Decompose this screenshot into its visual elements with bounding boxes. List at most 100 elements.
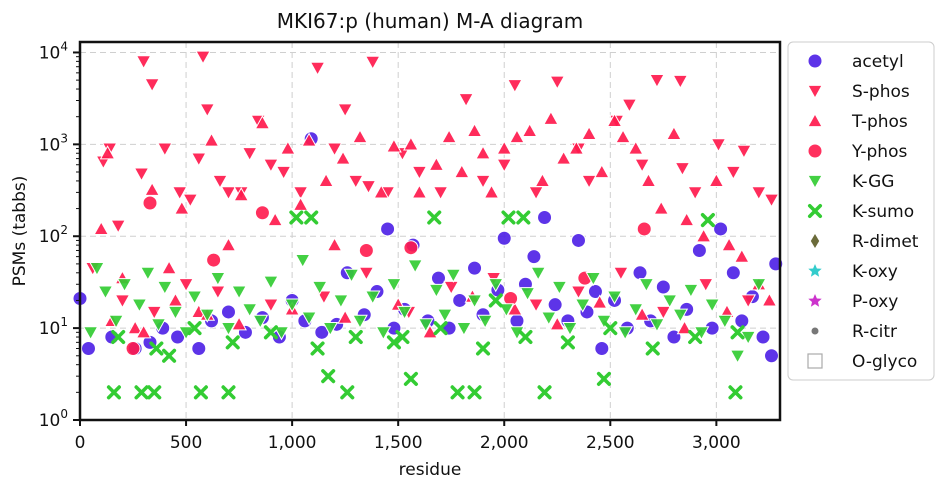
point-K-sumo [645, 341, 660, 356]
point-acetyl [509, 313, 525, 329]
legend-label-K-sumo: K-sumo [852, 202, 914, 222]
point-S-phos [570, 285, 587, 300]
point-S-phos [190, 152, 207, 167]
point-S-phos [506, 79, 523, 94]
point-T-phos [640, 172, 657, 188]
point-K-GG [220, 322, 237, 337]
point-K-sumo [475, 341, 491, 356]
point-K-GG [89, 261, 105, 277]
legend-label-R-citr: R-citr [852, 322, 897, 342]
point-S-phos [178, 278, 194, 293]
point-acetyl [725, 265, 741, 281]
point-K-sumo [501, 210, 516, 225]
point-K-sumo [518, 329, 533, 345]
x-tick-label: 2,500 [586, 433, 635, 453]
point-S-phos [736, 144, 752, 159]
point-S-phos [135, 55, 152, 70]
x-tick-label: 3,000 [692, 433, 741, 453]
legend-label-P-oxy: P-oxy [852, 292, 898, 312]
point-acetyl [755, 329, 771, 345]
point-K-GG [131, 298, 148, 313]
plot-frame [78, 40, 782, 422]
point-K-GG [436, 308, 453, 323]
point-K-sumo [395, 329, 410, 345]
point-T-phos [203, 132, 220, 147]
point-K-GG [466, 294, 483, 309]
point-S-phos [411, 165, 428, 181]
point-T-phos [695, 228, 712, 243]
point-K-GG [729, 349, 746, 364]
point-T-phos [292, 196, 309, 211]
point-Y-phos [358, 242, 374, 258]
point-K-GG [375, 326, 392, 341]
point-T-phos [335, 150, 351, 165]
point-K-sumo [162, 348, 177, 363]
point-K-sumo [603, 321, 618, 336]
point-K-sumo [304, 210, 319, 225]
point-acetyl [430, 270, 446, 286]
point-S-phos [263, 298, 279, 313]
point-T-phos [220, 237, 237, 252]
point-T-phos [422, 324, 438, 339]
point-K-sumo [348, 329, 363, 345]
point-T-phos [581, 125, 597, 140]
y-axis-ticks: 100 101 102 103 104 [39, 39, 80, 431]
point-K-GG [638, 278, 655, 293]
point-S-phos [326, 142, 343, 157]
legend-label-acetyl: acetyl [852, 52, 904, 72]
point-K-GG [740, 330, 757, 346]
point-K-GG [284, 298, 300, 313]
legend-label-R-dimet: R-dimet [852, 232, 919, 252]
point-T-phos [549, 316, 566, 331]
point-K-GG [186, 290, 203, 305]
point-K-sumo [221, 385, 236, 400]
point-K-sumo [560, 335, 575, 350]
point-K-sumo [147, 385, 162, 400]
point-K-GG [294, 253, 311, 269]
point-T-phos [301, 132, 317, 147]
point-S-phos [364, 55, 381, 70]
point-K-sumo [728, 385, 743, 400]
x-tick-label: 0 [75, 433, 86, 453]
point-S-phos [710, 138, 727, 153]
point-T-phos [352, 129, 368, 144]
point-S-phos [496, 158, 513, 173]
point-T-phos [453, 163, 470, 179]
point-acetyl [691, 242, 707, 258]
point-T-phos [466, 122, 483, 138]
point-K-sumo [134, 385, 149, 400]
legend-label-K-oxy: K-oxy [852, 262, 898, 282]
point-K-GG [352, 314, 368, 329]
point-T-phos [231, 316, 247, 331]
legend-marker-S-phos [807, 84, 823, 100]
point-T-phos [373, 184, 390, 199]
point-T-phos [173, 200, 190, 215]
point-S-phos [199, 103, 216, 118]
point-K-sumo [433, 321, 448, 336]
y-tick-label: 104 [39, 39, 68, 63]
point-K-GG [704, 298, 720, 313]
point-S-phos [182, 193, 199, 208]
point-S-phos [443, 280, 460, 296]
point-K-GG [428, 283, 445, 299]
point-K-GG [241, 303, 258, 318]
point-acetyl [467, 260, 483, 276]
point-T-phos [555, 150, 572, 165]
point-K-GG [445, 268, 462, 283]
point-K-GG [82, 326, 99, 341]
point-S-phos [672, 74, 689, 89]
point-S-phos [634, 158, 650, 173]
point-T-phos [721, 237, 737, 252]
y-tick-label: 103 [39, 131, 68, 155]
point-K-GG [585, 272, 602, 287]
point-K-GG [199, 308, 216, 323]
point-T-phos [634, 306, 650, 321]
point-T-phos [99, 145, 116, 160]
legend-marker-R-dimet [810, 234, 820, 248]
point-K-GG [716, 314, 733, 329]
point-T-phos [233, 187, 250, 202]
point-T-phos [267, 212, 284, 227]
legend-label-S-phos: S-phos [852, 82, 910, 102]
point-T-phos [318, 172, 334, 188]
point-T-phos [441, 129, 457, 144]
